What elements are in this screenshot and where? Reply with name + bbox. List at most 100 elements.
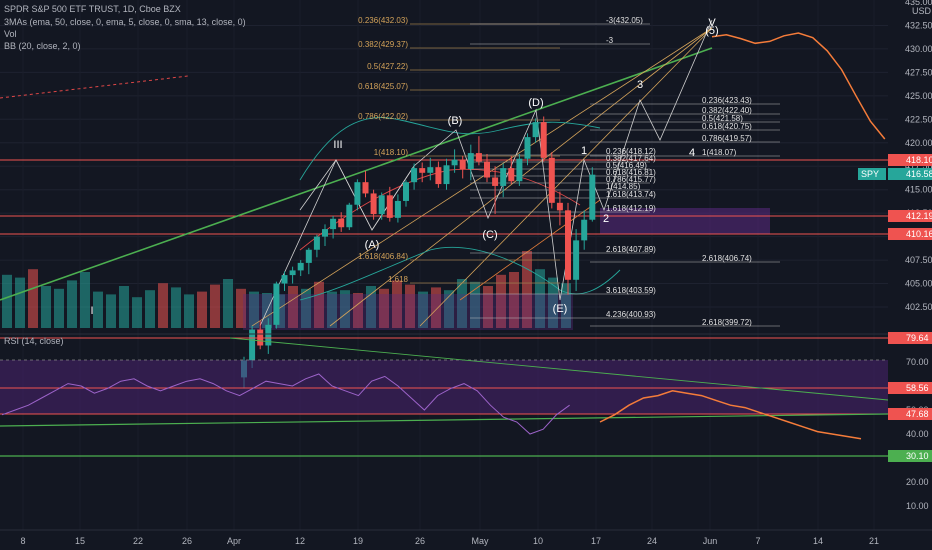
candle-body (378, 195, 385, 215)
candle-body (540, 122, 547, 158)
fib-label-left: 1.618 (388, 275, 409, 284)
candle-body (435, 167, 442, 185)
volume-bar (535, 269, 545, 328)
candle-body (403, 182, 409, 201)
candle-body (573, 240, 580, 280)
price-tick-label: 420.00 (905, 138, 932, 148)
fib-label-right: 1(418.07) (702, 148, 737, 157)
rsi-badge-label: 58.56 (906, 383, 929, 393)
fib-label-mid: 2.618(407.89) (606, 245, 656, 254)
time-tick-label: 24 (647, 536, 657, 546)
candle-body (508, 168, 515, 182)
candle-body (354, 182, 361, 205)
fib-label-mid: -3 (606, 36, 614, 45)
price-badge-label: 412.19 (906, 211, 932, 221)
candle-body (370, 193, 377, 215)
wave-label: (D) (528, 97, 543, 109)
volume-bar (41, 286, 51, 328)
price-tick-label: 405.00 (905, 279, 932, 289)
price-badge-label: 416.58 (906, 169, 932, 179)
price-badge-label: 410.16 (906, 229, 932, 239)
price-tick-label: 427.50 (905, 67, 932, 77)
candle-body (565, 210, 571, 280)
volume-bar (392, 280, 402, 328)
time-tick-label: 12 (295, 536, 305, 546)
volume-bar (457, 279, 467, 328)
volume-bar (93, 291, 103, 328)
fib-label-mid: 0.786(415.77) (606, 175, 656, 184)
candle-body (289, 270, 296, 276)
bb-lower (299, 246, 621, 301)
rsi-axis: 80.0070.0060.0050.0040.0030.0020.0010.00… (888, 332, 932, 530)
candle-body (556, 202, 563, 211)
legend-vol: Vol (4, 29, 17, 39)
price-tick-label: 415.00 (905, 185, 932, 195)
wave-label: (A) (365, 239, 380, 251)
ticker-badge-label: SPY (861, 169, 879, 179)
wave-labels: III (A) (B) (C) (D) (E) 1 2 3 4 V(5) I (90, 17, 718, 317)
candle-body (500, 168, 507, 186)
time-tick-label: 26 (182, 536, 192, 546)
wave-label: (E) (553, 303, 568, 315)
time-tick-label: 8 (20, 536, 25, 546)
price-badge (888, 168, 932, 180)
volume-bar (15, 277, 25, 328)
volume-bar (405, 284, 415, 328)
time-tick-label: 15 (75, 536, 85, 546)
volume-bar (275, 294, 285, 328)
bb-upper (299, 117, 601, 181)
volume-bar (223, 279, 233, 328)
candle-body (305, 249, 312, 263)
fib-label-mid: 0.382(417.64) (606, 154, 656, 163)
candle-body (411, 168, 418, 183)
candle-body (516, 158, 523, 182)
fib-label-left: 0.382(429.37) (358, 40, 408, 49)
fib-label-mid: 4.236(400.93) (606, 310, 656, 319)
volume-bar (483, 286, 493, 328)
candle-body (330, 218, 337, 230)
time-axis: 8 15 22 26 Apr 12 19 26 May 10 17 24 Jun 7 14 21 (20, 536, 879, 546)
wave-label: (C) (482, 229, 497, 241)
rsi-badge (888, 332, 932, 344)
wave-label: (B) (448, 115, 463, 127)
volume-bar (171, 287, 181, 328)
volume-bar (210, 284, 220, 328)
rsi-green-trend (0, 413, 889, 427)
candle-body (427, 167, 434, 173)
fib-label-left: 1.618(406.84) (358, 252, 408, 261)
candle-body (419, 168, 426, 173)
time-tick-label: 14 (813, 536, 823, 546)
candle-body (338, 218, 345, 228)
candle-body (581, 219, 588, 241)
price-tick-label: 432.50 (905, 20, 932, 30)
volume-bar (80, 272, 90, 328)
volume-profile-zone (243, 294, 573, 330)
supply-zone (600, 208, 770, 234)
time-tick-label: 17 (591, 536, 601, 546)
fib-label-left: 0.618(425.07) (358, 82, 408, 91)
volume-bar (561, 283, 571, 328)
fib-label-right: 2.618(399.72) (702, 318, 752, 327)
fib-label-mid: 3.618(403.59) (606, 286, 656, 295)
ticker-badge (858, 168, 886, 180)
candle-body (281, 275, 288, 284)
volume-bar (327, 291, 337, 328)
price-tick-label: 430.00 (905, 44, 932, 54)
price-tick-label: 417.50 (905, 161, 932, 171)
rising-trendline (0, 47, 713, 301)
legend-bb: BB (20, close, 2, 0) (4, 41, 81, 51)
volume-bar (301, 288, 311, 328)
volume-bar (28, 269, 38, 328)
wave-label: 4 (689, 147, 695, 159)
fib-label-mid: 1(414.85) (606, 182, 641, 191)
wave-label: 1 (581, 145, 587, 157)
volume-bar (496, 274, 506, 328)
candle-body (249, 329, 256, 361)
fib-label-left: 0.5(427.22) (367, 62, 408, 71)
fan-line-3 (419, 27, 713, 327)
fib-label-mid: 0.618(416.81) (606, 168, 656, 177)
time-tick-label: May (471, 536, 489, 546)
legend-rsi: RSI (14, close) (4, 336, 64, 346)
